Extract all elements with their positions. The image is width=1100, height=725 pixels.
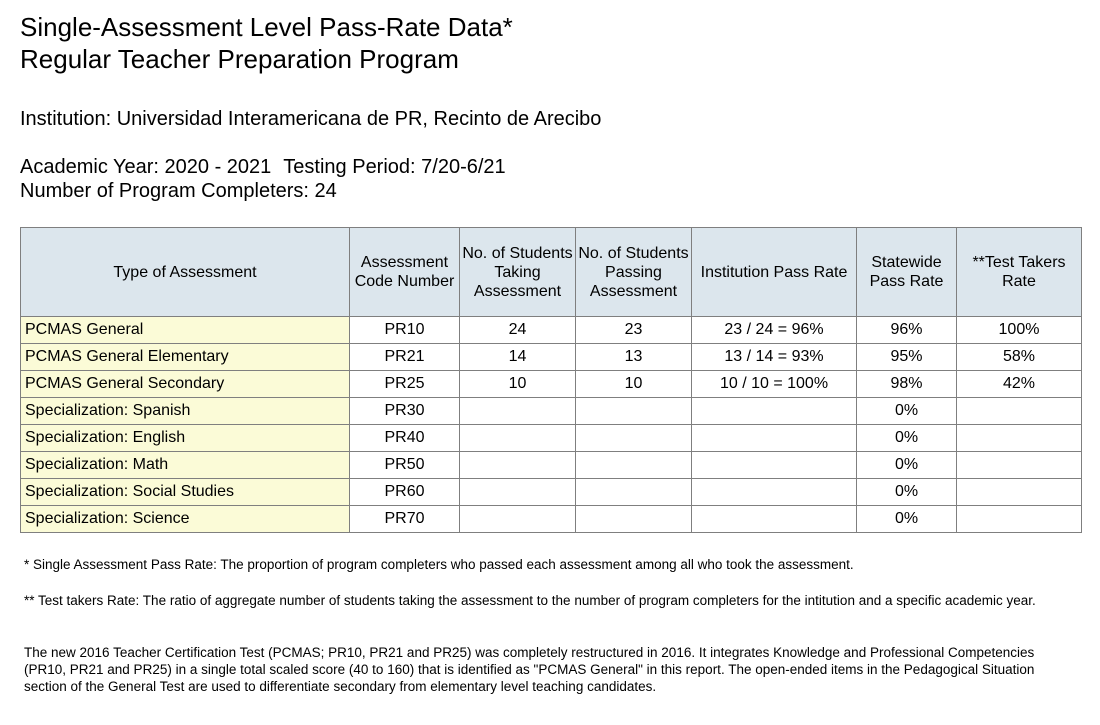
assessment-code-cell: PR70	[349, 505, 460, 533]
assessment-code-cell: PR10	[349, 316, 460, 344]
type-of-assessment-cell: Specialization: English	[20, 424, 350, 452]
statewide-pass-rate-cell: 96%	[856, 316, 957, 344]
table-row: Specialization: Social Studies PR60 0%	[20, 478, 1082, 506]
footnote-pcmas-description: The new 2016 Teacher Certification Test …	[24, 645, 1035, 694]
institution-pass-rate-cell: 10 / 10 = 100%	[691, 370, 857, 398]
students-taking-cell: 24	[459, 316, 576, 344]
footnote-pass-rate: * Single Assessment Pass Rate: The propo…	[24, 557, 854, 572]
institution-pass-rate-cell	[691, 424, 857, 452]
type-of-assessment-cell: Specialization: Spanish	[20, 397, 350, 425]
header-type-of-assessment: Type of Assessment	[20, 227, 350, 317]
students-passing-cell	[575, 478, 692, 506]
type-of-assessment-cell: Specialization: Science	[20, 505, 350, 533]
table-header-row: Type of Assessment Assessment Code Numbe…	[20, 227, 1082, 317]
assessment-code-cell: PR30	[349, 397, 460, 425]
students-passing-cell: 10	[575, 370, 692, 398]
report-subtitle: Regular Teacher Preparation Program	[20, 44, 459, 74]
students-taking-cell: 14	[459, 343, 576, 371]
institution-pass-rate-cell: 13 / 14 = 93%	[691, 343, 857, 371]
students-passing-cell	[575, 424, 692, 452]
students-passing-cell	[575, 397, 692, 425]
type-of-assessment-cell: PCMAS General	[20, 316, 350, 344]
table-row: Specialization: Spanish PR30 0%	[20, 397, 1082, 425]
table-row: Specialization: Science PR70 0%	[20, 505, 1082, 533]
students-taking-cell	[459, 397, 576, 425]
assessment-code-cell: PR21	[349, 343, 460, 371]
academic-year: Academic Year: 2020 - 2021	[20, 156, 272, 178]
type-of-assessment-cell: PCMAS General Secondary	[20, 370, 350, 398]
statewide-pass-rate-cell: 95%	[856, 343, 957, 371]
table-row: PCMAS General PR10 24 23 23 / 24 = 96% 96% 100…	[20, 316, 1082, 344]
assessment-code-cell: PR40	[349, 424, 460, 452]
test-takers-rate-cell: 42%	[956, 370, 1082, 398]
institution-pass-rate-cell	[691, 478, 857, 506]
students-taking-cell	[459, 451, 576, 479]
test-takers-rate-cell	[956, 424, 1082, 452]
assessment-code-cell: PR50	[349, 451, 460, 479]
header-test-takers-rate: **Test Takers Rate	[956, 227, 1082, 317]
students-passing-cell: 23	[575, 316, 692, 344]
report-title: Single-Assessment Level Pass-Rate Data*	[20, 12, 513, 42]
test-takers-rate-cell	[956, 451, 1082, 479]
statewide-pass-rate-cell: 0%	[856, 424, 957, 452]
header-statewide-pass-rate: Statewide Pass Rate	[856, 227, 957, 317]
testing-period: Testing Period: 7/20-6/21	[283, 156, 506, 178]
test-takers-rate-cell: 100%	[956, 316, 1082, 344]
program-completers-line: Number of Program Completers: 24	[20, 180, 337, 202]
test-takers-rate-cell	[956, 478, 1082, 506]
header-assessment-code: Assessment Code Number	[349, 227, 460, 317]
pass-rate-table: Type of Assessment Assessment Code Numbe…	[20, 227, 1082, 533]
institution-pass-rate-cell	[691, 451, 857, 479]
students-passing-cell: 13	[575, 343, 692, 371]
institution-pass-rate-cell	[691, 505, 857, 533]
institution-pass-rate-cell: 23 / 24 = 96%	[691, 316, 857, 344]
students-taking-cell	[459, 505, 576, 533]
assessment-code-cell: PR60	[349, 478, 460, 506]
statewide-pass-rate-cell: 0%	[856, 505, 957, 533]
academic-year-line: Academic Year: 2020 - 2021 Testing Period…	[20, 155, 506, 179]
statewide-pass-rate-cell: 0%	[856, 397, 957, 425]
statewide-pass-rate-cell: 98%	[856, 370, 957, 398]
test-takers-rate-cell: 58%	[956, 343, 1082, 371]
table-row: PCMAS General Secondary PR25 10 10 10 / 10 =…	[20, 370, 1082, 398]
students-taking-cell	[459, 478, 576, 506]
assessment-code-cell: PR25	[349, 370, 460, 398]
institution-line: Institution: Universidad Interamericana …	[20, 108, 602, 130]
students-taking-cell	[459, 424, 576, 452]
students-passing-cell	[575, 505, 692, 533]
table-row: PCMAS General Elementary PR21 14 13 13 / 14 …	[20, 343, 1082, 371]
header-students-passing: No. of Students Passing Assessment	[575, 227, 692, 317]
type-of-assessment-cell: Specialization: Math	[20, 451, 350, 479]
statewide-pass-rate-cell: 0%	[856, 451, 957, 479]
header-students-taking: No. of Students Taking Assessment	[459, 227, 576, 317]
test-takers-rate-cell	[956, 397, 1082, 425]
institution-pass-rate-cell	[691, 397, 857, 425]
table-row: Specialization: Math PR50 0%	[20, 451, 1082, 479]
test-takers-rate-cell	[956, 505, 1082, 533]
header-institution-pass-rate: Institution Pass Rate	[691, 227, 857, 317]
table-row: Specialization: English PR40 0%	[20, 424, 1082, 452]
footnote-test-takers-rate: ** Test takers Rate: The ratio of aggreg…	[24, 593, 1036, 608]
students-taking-cell: 10	[459, 370, 576, 398]
students-passing-cell	[575, 451, 692, 479]
statewide-pass-rate-cell: 0%	[856, 478, 957, 506]
type-of-assessment-cell: Specialization: Social Studies	[20, 478, 350, 506]
type-of-assessment-cell: PCMAS General Elementary	[20, 343, 350, 371]
